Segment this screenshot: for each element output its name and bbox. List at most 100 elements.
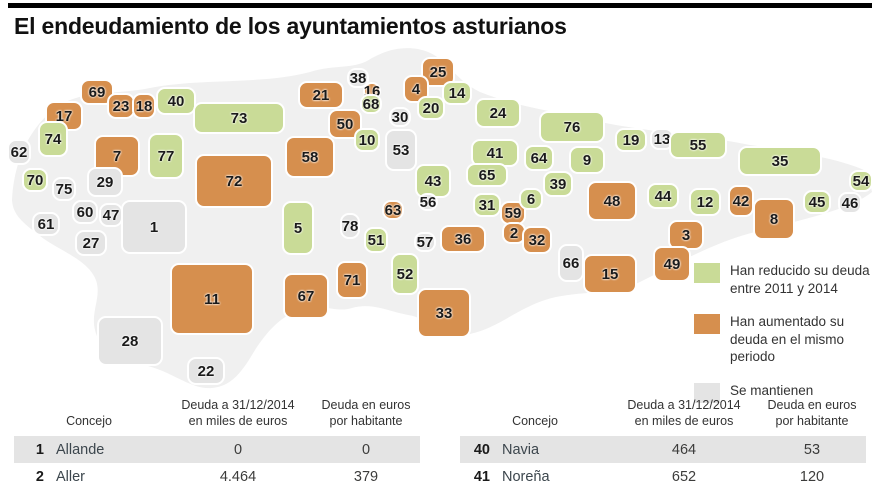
municipality-77: 77 xyxy=(148,133,184,179)
municipality-20: 20 xyxy=(417,96,445,120)
municipality-76: 76 xyxy=(539,111,605,143)
municipality-32: 32 xyxy=(522,226,552,254)
municipality-11: 11 xyxy=(170,263,254,335)
concejo-number: 41 xyxy=(473,468,490,485)
municipality-43: 43 xyxy=(415,164,451,198)
municipality-5: 5 xyxy=(282,201,314,255)
municipality-49: 49 xyxy=(653,246,691,282)
municipality-39: 39 xyxy=(543,171,573,197)
per-capita-value: 53 xyxy=(803,441,821,458)
legend-item-reduced: Han reducido su deuda entre 2011 y 2014 xyxy=(694,262,879,297)
concejo-number: 1 xyxy=(35,441,44,458)
legend-label: Han aumentado su deuda en el mismo perio… xyxy=(730,314,845,365)
municipality-60: 60 xyxy=(72,200,98,224)
debt-table-right: Concejo Deuda a 31/12/2014 en miles de eu… xyxy=(460,398,866,490)
municipality-9: 9 xyxy=(569,146,605,174)
per-capita-value: 0 xyxy=(361,441,371,458)
municipality-52: 52 xyxy=(391,253,419,295)
municipality-35: 35 xyxy=(738,146,822,176)
municipality-13: 13 xyxy=(650,128,674,150)
legend: Han reducido su deuda entre 2011 y 2014 H… xyxy=(694,262,879,403)
column-header: Deuda en euros por habitante xyxy=(767,398,857,428)
table-row: 1 Allande 0 0 xyxy=(14,436,420,464)
municipality-74: 74 xyxy=(38,121,68,157)
municipality-55: 55 xyxy=(669,131,727,159)
legend-swatch-increased xyxy=(694,314,720,335)
municipality-67: 67 xyxy=(283,273,329,319)
municipality-23: 23 xyxy=(107,93,135,119)
municipality-53: 53 xyxy=(385,129,417,171)
municipality-78: 78 xyxy=(340,213,360,239)
column-header: Deuda a 31/12/2014 en miles de euros xyxy=(627,398,741,428)
concejo-name: Aller xyxy=(56,468,86,485)
municipality-46: 46 xyxy=(838,192,862,214)
municipality-33: 33 xyxy=(417,288,471,338)
municipality-2: 2 xyxy=(502,222,526,244)
column-header: Concejo xyxy=(512,413,558,428)
municipality-36: 36 xyxy=(440,225,486,253)
debt-value: 4.464 xyxy=(219,468,257,485)
municipality-42: 42 xyxy=(728,185,754,217)
municipality-66: 66 xyxy=(558,244,584,282)
table-row: 2 Aller 4.464 379 xyxy=(14,463,420,490)
municipality-61: 61 xyxy=(32,212,60,236)
concejo-number: 40 xyxy=(473,441,490,458)
municipality-12: 12 xyxy=(689,188,721,216)
municipality-24: 24 xyxy=(475,98,521,128)
municipality-14: 14 xyxy=(442,81,472,105)
municipality-44: 44 xyxy=(647,183,679,209)
municipality-21: 21 xyxy=(298,81,344,109)
column-header: Concejo xyxy=(66,413,112,428)
municipality-73: 73 xyxy=(193,102,285,134)
top-rule xyxy=(8,3,872,8)
legend-item-maintained: Se mantienen xyxy=(694,382,879,403)
municipality-8: 8 xyxy=(753,198,795,240)
debt-value: 0 xyxy=(233,441,243,458)
municipality-71: 71 xyxy=(336,261,368,299)
municipality-45: 45 xyxy=(803,190,831,214)
municipality-29: 29 xyxy=(87,167,123,197)
municipality-38: 38 xyxy=(347,68,369,88)
municipality-31: 31 xyxy=(473,193,501,217)
municipality-47: 47 xyxy=(99,203,123,227)
page-title: El endeudamiento de los ayuntamientos as… xyxy=(14,13,567,39)
municipality-41: 41 xyxy=(471,139,519,167)
municipality-72: 72 xyxy=(195,154,273,208)
municipality-19: 19 xyxy=(615,128,647,152)
concejo-name: Navia xyxy=(502,441,540,458)
municipality-56: 56 xyxy=(418,193,438,211)
municipality-64: 64 xyxy=(524,145,554,171)
legend-label: Han reducido su deuda entre 2011 y 2014 xyxy=(730,263,870,296)
column-header: Deuda en euros por habitante xyxy=(321,398,411,428)
municipality-6: 6 xyxy=(519,188,543,210)
municipality-58: 58 xyxy=(285,136,335,178)
concejo-number: 2 xyxy=(35,468,44,485)
table-row: 41 Noreña 652 120 xyxy=(460,463,866,490)
column-header: Deuda a 31/12/2014 en miles de euros xyxy=(181,398,295,428)
debt-tables: Concejo Deuda a 31/12/2014 en miles de eu… xyxy=(14,398,866,490)
table-header-row: Concejo Deuda a 31/12/2014 en miles de eu… xyxy=(14,398,420,429)
concejo-name: Noreña xyxy=(502,468,550,485)
concejo-name: Allande xyxy=(56,441,105,458)
municipality-48: 48 xyxy=(587,181,637,221)
municipality-10: 10 xyxy=(354,128,380,152)
municipality-28: 28 xyxy=(97,316,163,366)
municipality-1: 1 xyxy=(121,200,187,254)
municipality-40: 40 xyxy=(156,87,196,115)
legend-item-increased: Han aumentado su deuda en el mismo perio… xyxy=(694,313,879,366)
municipality-15: 15 xyxy=(583,254,637,294)
municipality-18: 18 xyxy=(132,93,156,119)
debt-table-left: Concejo Deuda a 31/12/2014 en miles de eu… xyxy=(14,398,420,490)
municipality-68: 68 xyxy=(360,94,382,114)
municipality-75: 75 xyxy=(52,177,76,201)
legend-swatch-reduced xyxy=(694,263,720,283)
municipality-51: 51 xyxy=(364,227,388,253)
municipality-65: 65 xyxy=(466,163,508,187)
municipality-62: 62 xyxy=(7,139,31,165)
table-header-row: Concejo Deuda a 31/12/2014 en miles de eu… xyxy=(460,398,866,429)
legend-swatch-maintained xyxy=(694,382,720,403)
municipality-54: 54 xyxy=(849,170,873,192)
debt-value: 652 xyxy=(671,468,697,485)
municipality-30: 30 xyxy=(389,107,411,127)
